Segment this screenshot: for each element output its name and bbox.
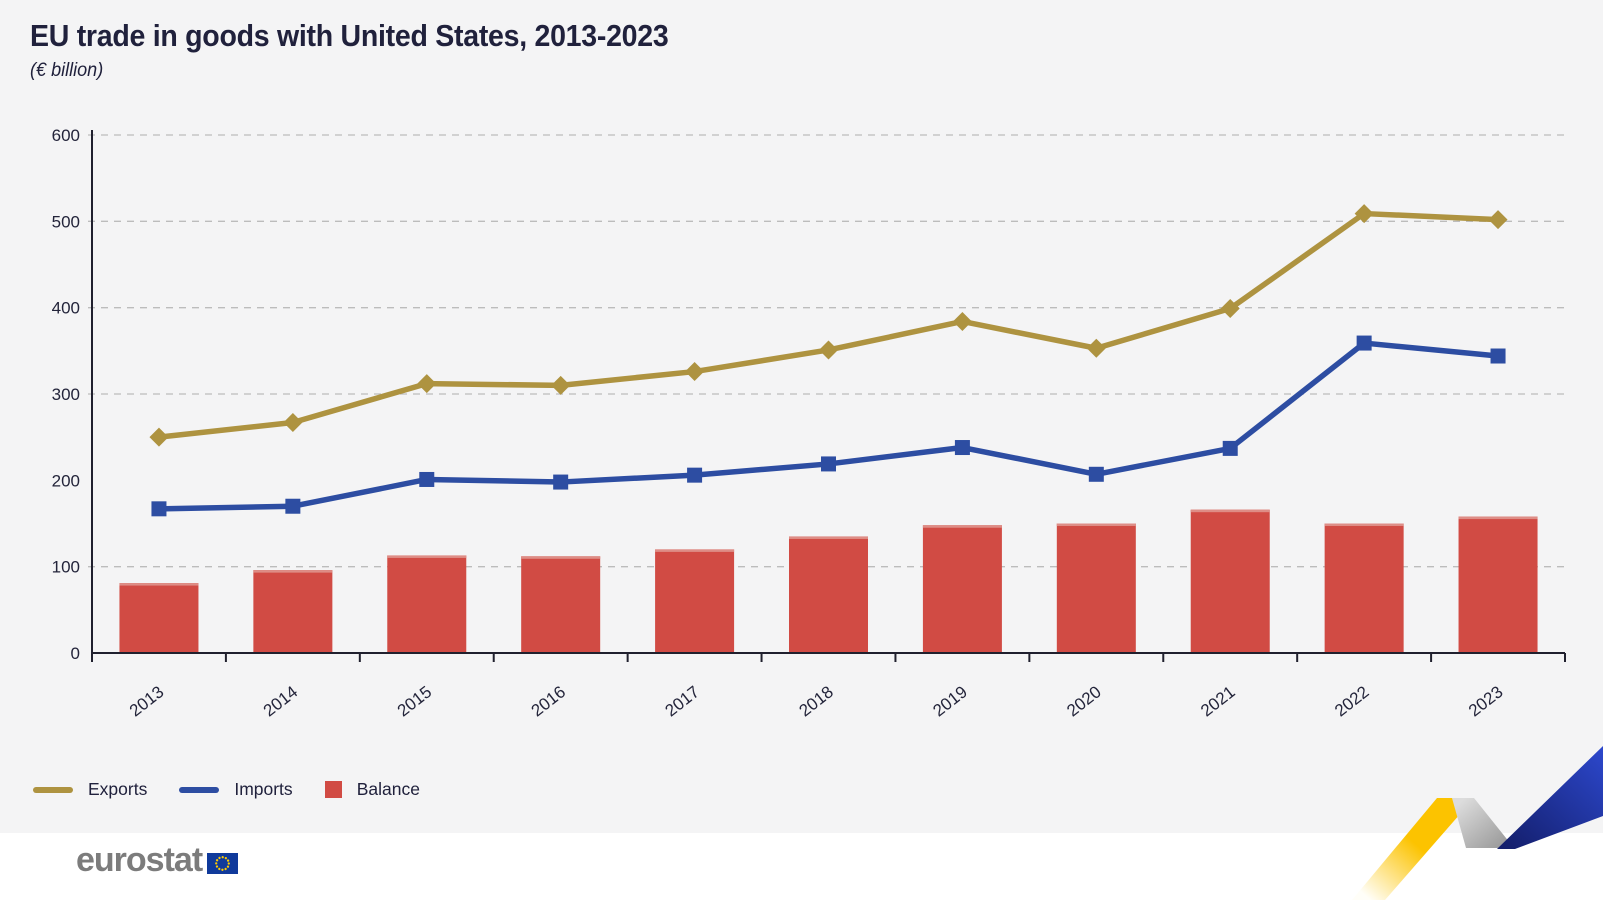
x-tick-label-2020: 2020 <box>1063 682 1105 720</box>
eu-flag-icon <box>207 852 239 874</box>
imports-point-2018 <box>821 456 836 472</box>
x-tick-label-2013: 2013 <box>126 682 168 720</box>
balance-bar-top-2020 <box>1056 523 1136 526</box>
balance-bar-top-2015 <box>387 555 467 558</box>
balance-bar-top-2021 <box>1190 509 1270 513</box>
legend-item-balance: Balance <box>324 779 420 800</box>
exports-point-2018 <box>819 340 838 360</box>
exports-line <box>156 210 1501 440</box>
balance-bar-top-2018 <box>789 536 868 539</box>
y-tick-label-400: 400 <box>52 299 80 318</box>
imports-point-2021 <box>1222 440 1238 456</box>
imports-point-2017 <box>687 467 703 483</box>
x-tick-label-2022: 2022 <box>1331 682 1373 720</box>
y-tick-label-500: 500 <box>52 212 80 231</box>
balance-bar-2022 <box>1324 523 1404 653</box>
balance-bar-top-2022 <box>1324 523 1404 526</box>
balance-bar-top-2023 <box>1458 516 1538 520</box>
y-tick-label-200: 200 <box>52 471 80 490</box>
legend-item-imports: Imports <box>179 779 293 800</box>
imports-point-2020 <box>1088 466 1104 482</box>
x-tick-label-2021: 2021 <box>1197 682 1239 720</box>
balance-square-swatch <box>324 781 342 798</box>
balance-bar-2021 <box>1190 509 1270 653</box>
balance-bar-top-2019 <box>922 525 1002 528</box>
imports-point-2015 <box>419 471 435 487</box>
legend-label-balance: Balance <box>356 779 420 799</box>
imports-line-swatch <box>179 786 220 793</box>
exports-point-2016 <box>551 375 571 395</box>
eurostat-logo: eurostat <box>76 840 239 880</box>
chart-legend: Exports Imports Balance <box>33 779 420 800</box>
balance-bar-top-2016 <box>521 556 601 559</box>
x-tick-label-2016: 2016 <box>528 682 570 720</box>
imports-point-2023 <box>1490 348 1506 364</box>
imports-point-2016 <box>553 474 569 490</box>
x-tick-label-2015: 2015 <box>394 682 436 720</box>
y-tick-label-600: 600 <box>52 126 80 145</box>
eurostat-wordmark: eurostat <box>76 841 203 879</box>
x-tick-label-2017: 2017 <box>662 682 704 720</box>
page-title: EU trade in goods with United States, 20… <box>30 18 669 53</box>
legend-label-imports: Imports <box>234 779 293 799</box>
y-tick-label-100: 100 <box>52 558 80 577</box>
imports-point-2013 <box>151 501 167 517</box>
exports-point-2019 <box>952 311 972 331</box>
balance-bar-2019 <box>922 525 1002 653</box>
x-tick-label-2014: 2014 <box>260 682 302 720</box>
balance-bar-2017 <box>655 549 735 653</box>
balance-bar-2013 <box>119 583 199 653</box>
y-tick-label-0: 0 <box>71 644 80 663</box>
exports-point-2014 <box>283 412 303 432</box>
balance-bar-2016 <box>521 556 601 653</box>
balance-bar-top-2014 <box>253 570 333 573</box>
balance-bar-2020 <box>1056 523 1136 653</box>
trade-chart: 0 100 200 300 400 500 600 2013 2014 2015 2016 2017 2… <box>52 126 1566 720</box>
exports-point-2023 <box>1488 210 1508 230</box>
balance-bar-top-2013 <box>119 583 199 586</box>
x-tick-label-2023: 2023 <box>1465 682 1507 720</box>
imports-point-2014 <box>285 498 301 514</box>
exports-point-2013 <box>149 427 169 447</box>
exports-point-2021 <box>1220 299 1240 319</box>
exports-point-2017 <box>685 362 705 382</box>
balance-bar-2014 <box>253 570 333 653</box>
balance-bar-2015 <box>387 555 467 653</box>
exports-point-2015 <box>417 374 437 394</box>
imports-point-2022 <box>1356 335 1372 351</box>
legend-label-exports: Exports <box>88 779 148 799</box>
x-tick-label-2019: 2019 <box>929 682 971 720</box>
balance-bar-2018 <box>789 536 868 653</box>
imports-point-2019 <box>954 440 970 456</box>
page-subtitle: (€ billion) <box>30 60 104 81</box>
balance-bar-2023 <box>1458 516 1538 653</box>
chart-panel <box>0 0 1603 833</box>
exports-point-2020 <box>1086 338 1106 358</box>
legend-item-exports: Exports <box>33 779 147 800</box>
x-tick-label-2018: 2018 <box>795 682 837 720</box>
balance-bar-top-2017 <box>655 549 735 552</box>
exports-line-swatch <box>33 786 73 793</box>
y-tick-label-300: 300 <box>52 385 80 404</box>
footer-band <box>0 833 1603 900</box>
exports-point-2022 <box>1354 204 1374 224</box>
imports-line <box>156 340 1501 512</box>
